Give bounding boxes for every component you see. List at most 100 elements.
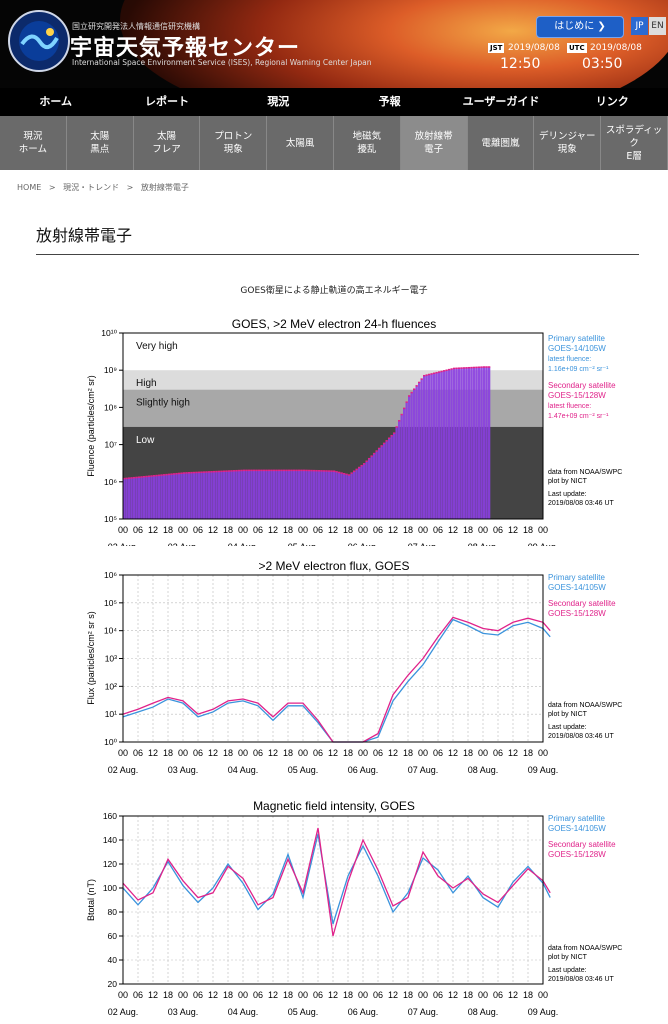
fluence-bar-cap <box>303 469 306 472</box>
fluence-bar <box>268 470 271 519</box>
fluence-bar <box>420 379 423 519</box>
fluence-bar-cap <box>360 464 363 467</box>
fluence-bar <box>285 470 288 519</box>
fluence-bar <box>468 367 471 519</box>
nav-links[interactable]: リンク <box>595 95 629 108</box>
utc-time: 03:50 <box>582 56 623 72</box>
fluence-bar <box>485 367 488 519</box>
fluence-bar <box>390 435 393 519</box>
fluence-bar-cap <box>290 469 293 472</box>
nav-current[interactable]: 現況 <box>267 95 290 108</box>
fluence-bar <box>320 471 323 519</box>
nict-logo[interactable] <box>8 10 70 72</box>
subnav-proton[interactable]: プロトン 現象 <box>200 116 268 170</box>
fluence-bar-cap <box>338 471 341 474</box>
nav-user-guide[interactable]: ユーザーガイド <box>462 95 540 108</box>
fluence-bar <box>195 472 198 519</box>
fluence-bar <box>225 471 228 519</box>
fluence-bar <box>210 472 213 519</box>
lang-jp-button[interactable]: JP <box>631 17 648 35</box>
fluence-bar-cap <box>453 367 456 370</box>
hour-tick-label: 12 <box>448 748 458 758</box>
fluence-bar-cap <box>235 469 238 472</box>
breadcrumb-trend[interactable]: 現況・トレンド <box>63 183 120 192</box>
y-tick-label: 80 <box>108 907 118 917</box>
subnav-ionosphere-storm[interactable]: 電離圏嵐 <box>468 116 535 170</box>
fluence-bar <box>403 408 406 519</box>
fluence-bar-cap <box>310 469 313 472</box>
hour-tick-label: 18 <box>463 748 473 758</box>
fluence-bar-cap <box>250 469 253 472</box>
subnav-geomagnetic[interactable]: 地磁気 擾乱 <box>334 116 401 170</box>
hour-tick-label: 12 <box>388 990 398 1000</box>
fluence-bar <box>238 470 241 519</box>
hour-tick-label: 06 <box>133 990 143 1000</box>
breadcrumb-home[interactable]: HOME <box>17 183 42 192</box>
subnav-current-home[interactable]: 現況 ホーム <box>0 116 67 170</box>
y-tick-label: 10¹ <box>105 709 117 719</box>
site-title[interactable]: 宇宙天気予報センター <box>70 36 301 61</box>
fluence-bar-cap <box>383 442 386 445</box>
lang-en-button[interactable]: EN <box>649 17 666 35</box>
subnav-radiation-belt[interactable]: 放射線帯 電子 <box>400 116 468 170</box>
fluence-bar-cap <box>215 470 218 473</box>
fluence-bar-cap <box>475 366 478 369</box>
subnav-flares[interactable]: 太陽 フレア <box>134 116 201 170</box>
hour-tick-label: 00 <box>238 748 248 758</box>
day-tick-label: 06 Aug. <box>348 1007 379 1017</box>
nav-forecast[interactable]: 予報 <box>378 95 401 108</box>
hour-tick-label: 06 <box>253 748 263 758</box>
fluence-bar <box>198 472 201 519</box>
hour-tick-label: 06 <box>493 990 503 1000</box>
nav-home[interactable]: ホーム <box>39 95 72 108</box>
subnav-dellinger[interactable]: デリンジャー 現象 <box>534 116 602 170</box>
fluence-bar <box>253 470 256 519</box>
hour-tick-label: 18 <box>523 525 533 535</box>
fluence-bar <box>415 386 418 519</box>
y-tick-label: 100 <box>103 883 117 893</box>
subnav-solar-wind[interactable]: 太陽風 <box>267 116 334 170</box>
fluence-bar <box>243 470 246 519</box>
hour-tick-label: 12 <box>448 525 458 535</box>
fluence-bar <box>230 471 233 519</box>
hour-tick-label: 00 <box>478 990 488 1000</box>
fluence-bar-cap <box>248 469 251 472</box>
day-tick-label: 03 Aug. <box>168 542 199 546</box>
fluence-bar-cap <box>123 477 126 480</box>
fluence-bar-cap <box>335 471 338 473</box>
intro-button[interactable]: はじめに ❯ <box>536 16 624 38</box>
subnav-sunspots[interactable]: 太陽 黒点 <box>67 116 134 170</box>
hour-tick-label: 00 <box>538 525 548 535</box>
fluence-bar-cap <box>320 470 323 472</box>
org-name: 国立研究開発法人情報通信研究機構 <box>72 22 200 31</box>
fluence-bar-cap <box>270 469 273 472</box>
fluence-bar <box>165 474 168 519</box>
fluence-bar-cap <box>225 470 228 472</box>
fluence-bar <box>353 471 356 519</box>
fluence-bar <box>250 470 253 519</box>
fluence-bar-cap <box>223 470 226 472</box>
fluence-bar-cap <box>160 474 163 476</box>
fluence-bar <box>245 470 248 519</box>
hour-tick-label: 18 <box>343 525 353 535</box>
hour-tick-label: 18 <box>283 525 293 535</box>
fluence-bar <box>203 472 206 519</box>
fluence-bar <box>153 476 156 519</box>
secondary-latest-value: 1.47e+09 cm⁻² sr⁻¹ <box>548 413 609 420</box>
hour-tick-label: 06 <box>433 525 443 535</box>
hour-tick-label: 00 <box>358 990 368 1000</box>
fluence-bar-cap <box>390 434 393 437</box>
nav-report[interactable]: レポート <box>144 95 189 108</box>
fluence-bar-cap <box>343 472 346 475</box>
primary-satellite-name: GOES-14/105W <box>548 344 606 353</box>
hour-tick-label: 06 <box>133 525 143 535</box>
subnav-sporadic-e[interactable]: スポラディック E層 <box>601 116 668 170</box>
day-tick-label: 02 Aug. <box>108 542 139 546</box>
fluence-bar-cap <box>153 475 156 477</box>
y-tick-label: 20 <box>108 979 118 989</box>
hour-tick-label: 18 <box>343 990 353 1000</box>
y-tick-label: 10⁷ <box>104 440 117 450</box>
fluence-bar-cap <box>253 469 256 472</box>
site-subtitle: International Space Environment Service … <box>72 58 372 67</box>
secondary-satellite-name: GOES-15/128W <box>548 391 606 400</box>
